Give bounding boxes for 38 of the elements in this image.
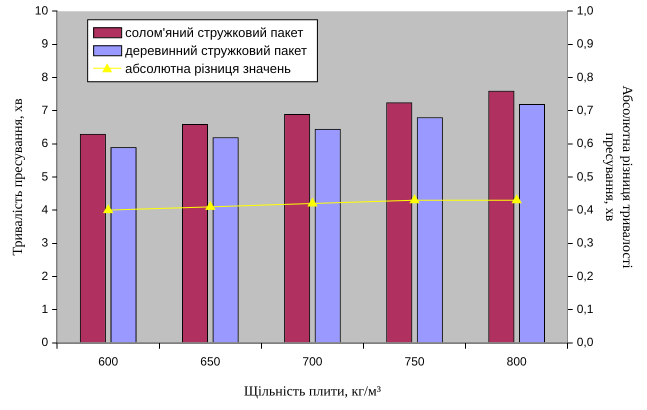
x-tick-label: 750 — [404, 354, 425, 368]
legend-label: абсолютна різниця значень — [125, 60, 292, 76]
y2-tick-label: 0,2 — [576, 268, 594, 283]
y2-tick-label: 0,3 — [576, 236, 594, 250]
x-tick-label: 800 — [506, 354, 527, 368]
y-tick-label: 2 — [41, 268, 48, 283]
legend-label: деревинний стружковий пакет — [125, 42, 307, 58]
x-axis-title: Щільність плити, кг/м³ — [244, 384, 381, 400]
point — [205, 201, 216, 210]
y-tick-label: 4 — [41, 202, 48, 216]
y-tick-label: 3 — [41, 236, 48, 250]
point — [103, 204, 114, 214]
y2-tick-label: 0,7 — [576, 102, 594, 117]
y-tick-label: 5 — [41, 169, 48, 184]
y2-axis-title: Абсолютна різниця тривалості пресування, хв — [602, 85, 634, 269]
x-tick-label: 650 — [200, 354, 221, 368]
y2-tick-label: 0,8 — [576, 70, 594, 84]
y2-tick-label: 0,5 — [576, 169, 594, 184]
y2-tick-label: 0,9 — [576, 36, 594, 51]
x-tick-label: 700 — [302, 354, 323, 368]
y2-tick-label: 0,6 — [576, 136, 594, 150]
y-axis-title: Тривалість пресування, хв — [11, 98, 26, 256]
point — [308, 198, 318, 207]
y-tick-label: 10 — [34, 4, 48, 18]
point — [410, 194, 420, 204]
y-tick-label: 7 — [41, 102, 48, 117]
y2-tick-label: 0,0 — [576, 335, 594, 350]
y2-tick-label: 0,4 — [576, 202, 594, 216]
y2-tick-label: 1,0 — [576, 4, 594, 18]
point — [512, 194, 522, 204]
legend-label: солом'яний стружковий пакет — [125, 24, 304, 40]
y-tick-label: 9 — [41, 36, 48, 51]
y-tick-label: 6 — [41, 136, 48, 150]
y-tick-label: 1 — [41, 302, 48, 316]
y2-tick-label: 0,1 — [576, 302, 594, 316]
y-tick-label: 8 — [41, 70, 48, 84]
x-tick-label: 600 — [98, 354, 119, 368]
y-tick-label: 0 — [41, 335, 48, 350]
